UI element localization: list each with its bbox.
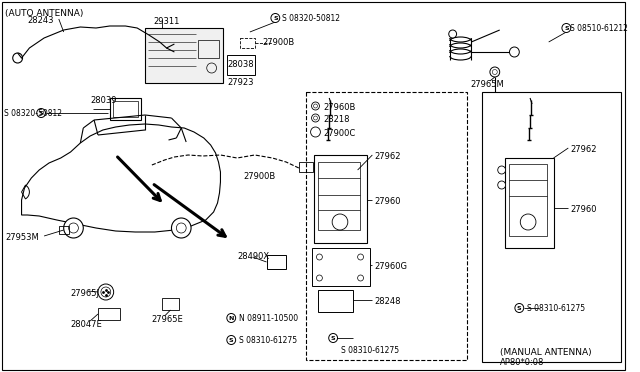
Bar <box>299 162 312 172</box>
Text: 27923: 27923 <box>227 78 254 87</box>
Text: S 08310-61275: S 08310-61275 <box>341 346 399 355</box>
Bar <box>319 162 360 230</box>
Circle shape <box>490 67 500 77</box>
Text: 28490X: 28490X <box>237 252 269 261</box>
Bar <box>319 290 353 312</box>
Bar <box>509 164 547 236</box>
Text: 27960G: 27960G <box>374 262 407 271</box>
Bar <box>98 308 120 320</box>
Text: 27962: 27962 <box>374 152 401 161</box>
Text: S: S <box>229 337 234 343</box>
Text: S 08510-61212: S 08510-61212 <box>570 24 628 33</box>
Text: 27900B: 27900B <box>243 172 275 181</box>
Bar <box>240 38 255 48</box>
Bar <box>109 98 141 120</box>
Bar <box>113 101 138 117</box>
Text: 28218: 28218 <box>323 115 350 124</box>
Text: 27900C: 27900C <box>323 129 356 138</box>
Bar <box>504 158 554 248</box>
Text: N: N <box>228 315 234 321</box>
Text: S: S <box>39 110 44 115</box>
Circle shape <box>498 166 506 174</box>
Bar <box>306 92 467 360</box>
Circle shape <box>98 284 114 300</box>
Circle shape <box>172 218 191 238</box>
Circle shape <box>509 47 519 57</box>
Text: 28047E: 28047E <box>70 320 102 329</box>
Text: S: S <box>331 336 335 340</box>
Circle shape <box>449 30 456 38</box>
Text: 27960: 27960 <box>570 205 596 214</box>
Bar <box>314 155 367 243</box>
Circle shape <box>36 109 45 118</box>
Circle shape <box>64 218 83 238</box>
Bar <box>227 55 255 75</box>
Text: (MANUAL ANTENNA): (MANUAL ANTENNA) <box>500 348 591 357</box>
Text: 28038: 28038 <box>227 60 254 69</box>
Circle shape <box>562 23 571 32</box>
Text: 27965E: 27965E <box>152 315 184 324</box>
Text: 27965M: 27965M <box>470 80 504 89</box>
Bar <box>59 226 68 234</box>
Text: (AUTO ANTENNA): (AUTO ANTENNA) <box>5 9 83 18</box>
Circle shape <box>498 181 506 189</box>
Text: S: S <box>564 26 568 31</box>
Text: S 08320-50812: S 08320-50812 <box>282 14 340 23</box>
Text: 29311: 29311 <box>154 17 180 26</box>
Bar <box>145 28 223 83</box>
Text: 27962: 27962 <box>570 145 596 154</box>
Text: 27960B: 27960B <box>323 103 356 112</box>
Text: 28039: 28039 <box>90 96 116 105</box>
Text: AP80*0:08: AP80*0:08 <box>500 358 544 367</box>
Circle shape <box>271 13 280 22</box>
Text: 27960: 27960 <box>374 197 401 206</box>
Bar <box>266 255 286 269</box>
Text: S 08310-61275: S 08310-61275 <box>527 304 585 313</box>
Bar <box>198 40 220 58</box>
Bar <box>482 92 621 362</box>
Text: S 08310-61275: S 08310-61275 <box>239 336 297 345</box>
Text: S: S <box>273 16 278 20</box>
Circle shape <box>312 114 319 122</box>
Circle shape <box>227 336 236 344</box>
Bar <box>312 248 371 286</box>
Circle shape <box>312 102 319 110</box>
Text: 27900B: 27900B <box>262 38 295 47</box>
Text: S 08320-50812: S 08320-50812 <box>4 109 62 118</box>
Text: N 08911-10500: N 08911-10500 <box>239 314 298 323</box>
Text: 28248: 28248 <box>374 297 401 306</box>
Circle shape <box>310 127 321 137</box>
Text: 27965J: 27965J <box>70 289 100 298</box>
Text: 27953M: 27953M <box>5 233 38 242</box>
Circle shape <box>515 304 524 312</box>
Bar <box>162 298 179 310</box>
Text: S: S <box>517 305 522 311</box>
Circle shape <box>329 334 337 343</box>
Circle shape <box>227 314 236 323</box>
Text: 28243: 28243 <box>28 16 54 25</box>
